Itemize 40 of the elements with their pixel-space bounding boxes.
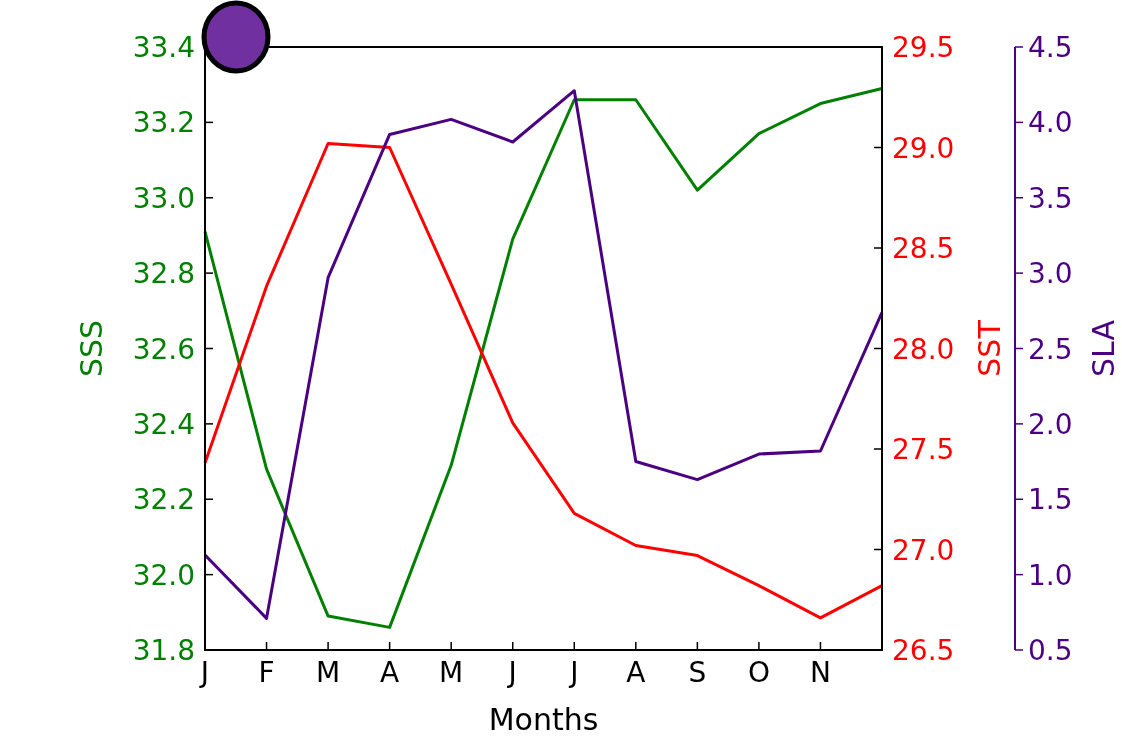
y-tick-label: 33.0 (132, 181, 195, 215)
x-tick-label: A (380, 656, 400, 689)
x-axis-title: Months (488, 702, 599, 737)
y-tick-label: 32.0 (132, 558, 195, 592)
y2-tick-label: 29.0 (892, 131, 955, 165)
y2-tick-label: 26.5 (892, 634, 955, 667)
y-tick-label: 33.2 (132, 106, 195, 140)
y3-tick-label: 1.5 (1028, 483, 1073, 517)
y-tick-label: 32.4 (132, 407, 195, 441)
y3-tick-label: 4.0 (1028, 106, 1073, 140)
x-tick-label: A (626, 656, 646, 689)
y2-tick-label: 28.0 (892, 332, 955, 366)
y3-tick-label: 4.5 (1028, 31, 1073, 64)
y2-axis-title: SST (972, 319, 1007, 377)
y3-tick-label: 2.5 (1028, 332, 1073, 366)
x-tick-label: M (316, 656, 341, 689)
x-tick-label: J (506, 656, 517, 689)
y-tick-label: 33.4 (132, 31, 195, 64)
y-axis-title: SSS (74, 319, 109, 378)
x-tick-label: N (809, 656, 831, 689)
y3-axis-title: SLA (1086, 319, 1121, 377)
x-tick-label: J (198, 656, 210, 689)
y3-tick-label: 3.5 (1028, 181, 1073, 215)
y3-tick-label: 1.0 (1028, 558, 1073, 592)
x-tick-label: F (258, 656, 275, 689)
y-tick-label: 32.8 (132, 257, 195, 291)
y-tick-label: 32.2 (132, 483, 195, 517)
y2-tick-label: 27.0 (892, 533, 955, 567)
y2-tick-label: 29.5 (892, 31, 955, 64)
x-tick-label: M (439, 656, 464, 689)
y-tick-label: 32.6 (132, 332, 195, 366)
y2-tick-label: 27.5 (892, 433, 955, 466)
y2-tick-label: 28.5 (892, 232, 955, 265)
y3-tick-label: 0.5 (1028, 634, 1073, 667)
y3-tick-label: 2.0 (1028, 407, 1073, 441)
x-tick-label: S (688, 656, 707, 689)
x-tick-label: O (747, 656, 770, 689)
y-tick-label: 31.8 (132, 634, 195, 667)
x-tick-label: J (568, 656, 579, 689)
y3-tick-label: 3.0 (1028, 257, 1073, 291)
